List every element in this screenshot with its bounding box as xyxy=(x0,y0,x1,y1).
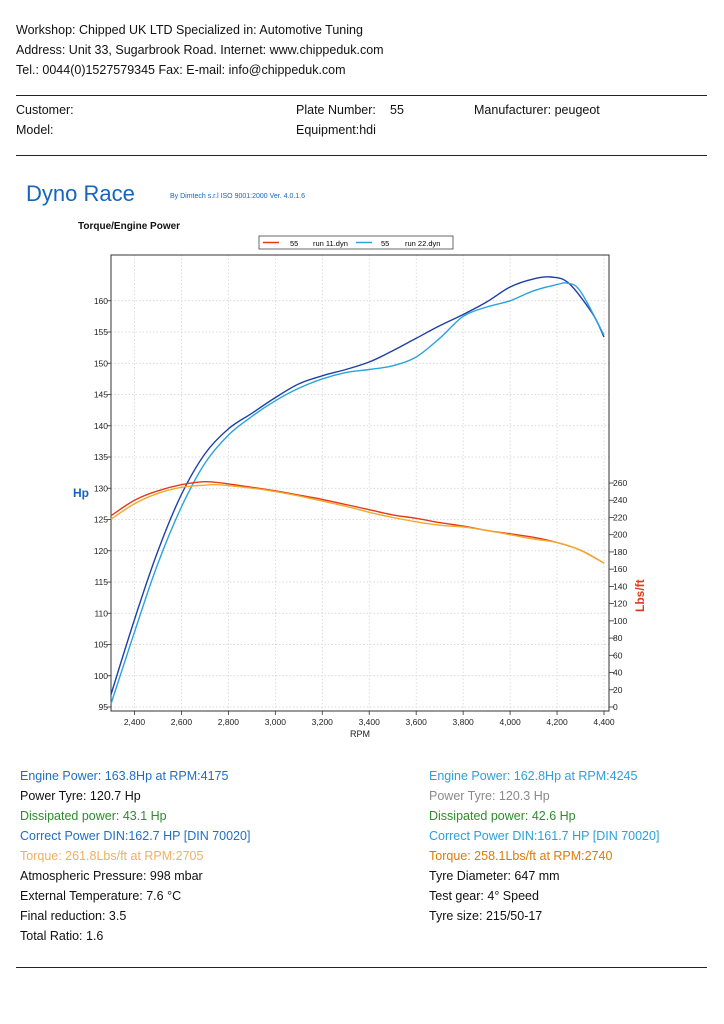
x-tick-label: 2,600 xyxy=(171,717,193,727)
y2-tick-label: 160 xyxy=(613,564,627,574)
x-tick-label: 2,800 xyxy=(218,717,240,727)
x-tick-label: 3,800 xyxy=(453,717,475,727)
tyre-diameter: Tyre Diameter: 647 mm xyxy=(429,869,560,883)
total-ratio: Total Ratio: 1.6 xyxy=(20,929,104,943)
test-gear: Test gear: 4° Speed xyxy=(429,889,539,903)
y2-tick-label: 120 xyxy=(613,599,627,609)
y2-tick-label: 180 xyxy=(613,547,627,557)
address-line: Address: Unit 33, Sugarbrook Road. Inter… xyxy=(16,43,384,57)
dyno-chart: 95 100 105 110 115 120 125 130 135 140 145 150 155 16… xyxy=(73,235,647,739)
x-tick-label: 3,400 xyxy=(359,717,381,727)
x-tick-label: 2,400 xyxy=(124,717,146,727)
y2-tick-label: 260 xyxy=(613,478,627,488)
model-label: Model: xyxy=(16,123,54,137)
right-axis-ticks: 0 20 40 60 80 100 120 140 160 180 200 220 240 260 xyxy=(608,478,627,712)
y2-tick-label: 200 xyxy=(613,530,627,540)
y2-tick-label: 20 xyxy=(613,685,623,695)
y-tick-label: 140 xyxy=(94,421,108,431)
workshop-line: Workshop: Chipped UK LTD Specialized in:… xyxy=(16,23,363,37)
y-tick-label: 135 xyxy=(94,452,108,462)
y2-tick-label: 220 xyxy=(613,512,627,522)
x-axis-label: RPM xyxy=(350,729,370,739)
right-correct-power: Correct Power DIN:161.7 HP [DIN 70020] xyxy=(429,829,660,843)
contact-line: Tel.: 0044(0)1527579345 Fax: E-mail: inf… xyxy=(16,63,346,77)
x-axis-ticks: 2,400 2,600 2,800 3,000 3,200 3,400 3,600 3,800… xyxy=(124,711,615,727)
power-line-run22 xyxy=(110,282,605,705)
footer-divider xyxy=(16,967,707,968)
y2-tick-label: 60 xyxy=(613,650,623,660)
left-torque: Torque: 261.8Lbs/ft at RPM:2705 xyxy=(20,849,204,863)
left-axis-ticks: 95 100 105 110 115 120 125 130 135 140 145 150 155 16… xyxy=(94,296,111,712)
y-tick-label: 150 xyxy=(94,358,108,368)
y-tick-label: 100 xyxy=(94,671,108,681)
tyre-size: Tyre size: 215/50-17 xyxy=(429,909,543,923)
x-tick-label: 4,200 xyxy=(546,717,568,727)
power-line-run11 xyxy=(110,276,605,695)
right-dissipated-power: Dissipated power: 42.6 Hp xyxy=(429,809,576,823)
left-engine-power: Engine Power: 163.8Hp at RPM:4175 xyxy=(20,769,229,783)
legend-file-run11: run 11.dyn xyxy=(313,239,348,248)
plate-value: 55 xyxy=(390,103,404,117)
x-tick-label: 3,200 xyxy=(312,717,334,727)
y2-tick-label: 0 xyxy=(613,702,618,712)
x-tick-label: 3,600 xyxy=(406,717,428,727)
header-divider xyxy=(16,95,707,96)
left-correct-power: Correct Power DIN:162.7 HP [DIN 70020] xyxy=(20,829,251,843)
equipment-label: Equipment:hdi xyxy=(296,123,376,137)
y2-tick-label: 140 xyxy=(613,581,627,591)
y-tick-label: 160 xyxy=(94,296,108,306)
report-subtitle: By Dimtech s.r.l ISO 9001:2000 Ver. 4.0.… xyxy=(170,193,306,200)
plot-frame xyxy=(110,254,610,712)
external-temperature: External Temperature: 7.6 °C xyxy=(20,889,182,903)
torque-line-run22 xyxy=(110,483,605,564)
y-tick-label: 95 xyxy=(99,702,109,712)
left-axis-label: Hp xyxy=(73,486,89,500)
right-torque: Torque: 258.1Lbs/ft at RPM:2740 xyxy=(429,849,613,863)
y-tick-label: 125 xyxy=(94,515,108,525)
grid-lines xyxy=(111,255,609,711)
legend-name-run22: 55 xyxy=(381,239,389,248)
y2-tick-label: 240 xyxy=(613,495,627,505)
x-tick-label: 4,000 xyxy=(499,717,521,727)
x-tick-label: 4,400 xyxy=(593,717,615,727)
atmospheric-pressure: Atmospheric Pressure: 998 mbar xyxy=(20,869,203,883)
final-reduction: Final reduction: 3.5 xyxy=(20,909,127,923)
y-tick-label: 145 xyxy=(94,390,108,400)
chart-title: Torque/Engine Power xyxy=(78,221,181,232)
manufacturer-label: Manufacturer: peugeot xyxy=(474,103,600,117)
y2-tick-label: 40 xyxy=(613,668,623,678)
legend-file-run22: run 22.dyn xyxy=(405,239,440,248)
x-tick-label: 3,000 xyxy=(265,717,287,727)
right-axis-label: Lbs/ft xyxy=(633,579,647,612)
y-tick-label: 105 xyxy=(94,640,108,650)
left-power-tyre: Power Tyre: 120.7 Hp xyxy=(20,789,141,803)
report-title: Dyno Race xyxy=(26,181,135,206)
torque-line-run11 xyxy=(110,480,605,564)
y-tick-label: 130 xyxy=(94,483,108,493)
customer-label: Customer: xyxy=(16,103,74,117)
y-tick-label: 110 xyxy=(94,608,108,618)
y2-tick-label: 100 xyxy=(613,616,627,626)
right-power-tyre: Power Tyre: 120.3 Hp xyxy=(429,789,550,803)
right-engine-power: Engine Power: 162.8Hp at RPM:4245 xyxy=(429,769,638,783)
y2-tick-label: 80 xyxy=(613,633,623,643)
legend: 55 run 11.dyn 55 run 22.dyn xyxy=(258,235,454,250)
y-tick-label: 120 xyxy=(94,546,108,556)
y-tick-label: 115 xyxy=(94,577,108,587)
y-tick-label: 155 xyxy=(94,327,108,337)
vehicle-divider xyxy=(16,155,707,156)
plate-label: Plate Number: xyxy=(296,103,376,117)
series-lines xyxy=(110,276,605,705)
left-dissipated-power: Dissipated power: 43.1 Hp xyxy=(20,809,167,823)
legend-name-run11: 55 xyxy=(290,239,298,248)
